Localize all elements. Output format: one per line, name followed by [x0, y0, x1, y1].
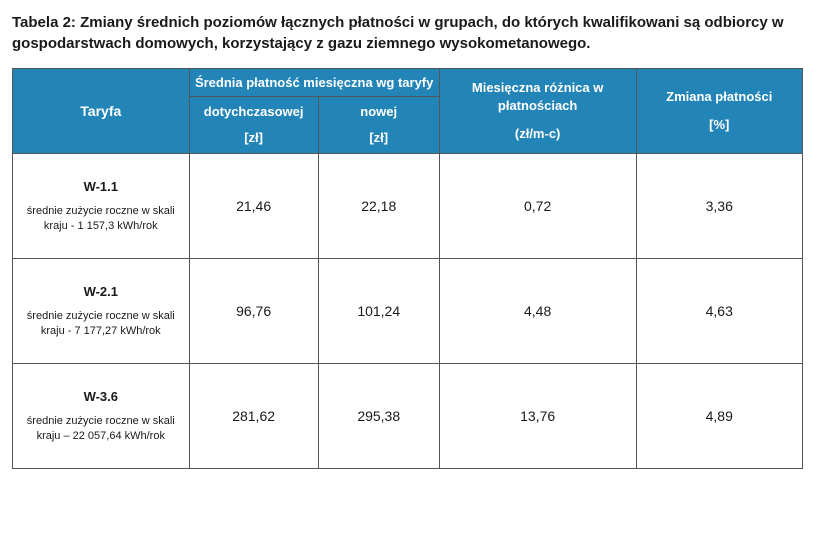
cell-pct: 4,89: [636, 364, 803, 469]
table-head: Taryfa Średnia płatność miesięczna wg ta…: [13, 69, 803, 154]
col-header-old-unit: [zł]: [194, 129, 314, 147]
cell-diff: 13,76: [439, 364, 636, 469]
cell-new: 295,38: [318, 364, 439, 469]
table-row: W-1.1 średnie zużycie roczne w skali kra…: [13, 154, 803, 259]
col-header-old-label: dotychczasowej: [194, 103, 314, 121]
col-header-new: nowej [zł]: [318, 97, 439, 154]
col-header-diff-label: Miesięczna różnica w płatnościach: [444, 79, 632, 115]
cell-old: 96,76: [189, 259, 318, 364]
table-row: W-3.6 średnie zużycie roczne w skali kra…: [13, 364, 803, 469]
cell-taryfa: W-1.1 średnie zużycie roczne w skali kra…: [13, 154, 190, 259]
col-header-avg-group: Średnia płatność miesięczna wg taryfy: [189, 69, 439, 97]
cell-taryfa: W-3.6 średnie zużycie roczne w skali kra…: [13, 364, 190, 469]
cell-taryfa: W-2.1 średnie zużycie roczne w skali kra…: [13, 259, 190, 364]
taryfa-sub: średnie zużycie roczne w skali kraju – 2…: [21, 414, 181, 444]
cell-new: 22,18: [318, 154, 439, 259]
data-table: Taryfa Średnia płatność miesięczna wg ta…: [12, 68, 803, 469]
cell-old: 281,62: [189, 364, 318, 469]
taryfa-sub: średnie zużycie roczne w skali kraju - 7…: [21, 309, 181, 339]
cell-diff: 4,48: [439, 259, 636, 364]
taryfa-name: W-1.1: [21, 179, 181, 194]
col-header-diff: Miesięczna różnica w płatnościach (zł/m-…: [439, 69, 636, 154]
cell-old: 21,46: [189, 154, 318, 259]
col-header-diff-unit: (zł/m-c): [444, 125, 632, 143]
taryfa-sub: średnie zużycie roczne w skali kraju - 1…: [21, 204, 181, 234]
col-header-pct: Zmiana płatności [%]: [636, 69, 803, 154]
col-header-pct-label: Zmiana płatności: [641, 88, 799, 106]
col-header-old: dotychczasowej [zł]: [189, 97, 318, 154]
table-row: W-2.1 średnie zużycie roczne w skali kra…: [13, 259, 803, 364]
cell-pct: 3,36: [636, 154, 803, 259]
cell-pct: 4,63: [636, 259, 803, 364]
col-header-pct-unit: [%]: [641, 116, 799, 134]
cell-new: 101,24: [318, 259, 439, 364]
col-header-new-label: nowej: [323, 103, 435, 121]
col-header-taryfa: Taryfa: [13, 69, 190, 154]
table-body: W-1.1 średnie zużycie roczne w skali kra…: [13, 154, 803, 469]
cell-diff: 0,72: [439, 154, 636, 259]
table-caption: Tabela 2: Zmiany średnich poziomów łączn…: [12, 12, 803, 54]
taryfa-name: W-2.1: [21, 284, 181, 299]
taryfa-name: W-3.6: [21, 389, 181, 404]
col-header-new-unit: [zł]: [323, 129, 435, 147]
